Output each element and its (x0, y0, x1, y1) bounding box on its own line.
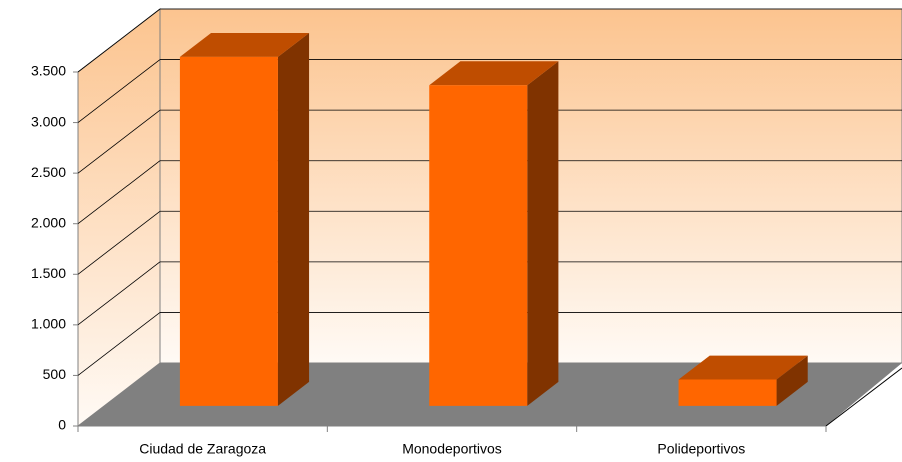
floor-edge (825, 367, 902, 427)
bar (179, 32, 310, 406)
y-tick-label: 3.500 (31, 63, 66, 79)
y-tick-label: 3.000 (31, 113, 66, 129)
grid-line (77, 109, 161, 174)
bar-side (527, 61, 559, 406)
bar-front (429, 85, 528, 406)
y-tick-label: 1.000 (31, 316, 66, 332)
y-tick-label: 2.500 (31, 164, 66, 180)
bar-side (776, 355, 808, 406)
bar (678, 355, 808, 406)
bar-side (277, 32, 310, 406)
side-wall (77, 7, 161, 428)
bar-front (678, 379, 777, 406)
grid-line (77, 261, 161, 326)
x-tick-label: Polideportivos (657, 441, 745, 457)
y-tick-label: 500 (43, 366, 67, 382)
grid-line (77, 59, 161, 123)
y-tick-label: 0 (58, 417, 66, 433)
bar-top (429, 61, 559, 86)
x-tick-label: Monodeportivos (402, 441, 502, 457)
x-tick-label: Ciudad de Zaragoza (139, 441, 266, 457)
grid-line (77, 210, 161, 275)
bar-top (678, 355, 808, 380)
bar-front (179, 56, 278, 406)
grid-line (77, 8, 161, 73)
y-tick-label: 2.000 (31, 214, 66, 230)
y-tick-label: 1.500 (31, 265, 66, 281)
bar (429, 61, 559, 406)
bar-top (179, 32, 310, 57)
grid-line (77, 312, 161, 376)
grid-line (77, 160, 161, 225)
